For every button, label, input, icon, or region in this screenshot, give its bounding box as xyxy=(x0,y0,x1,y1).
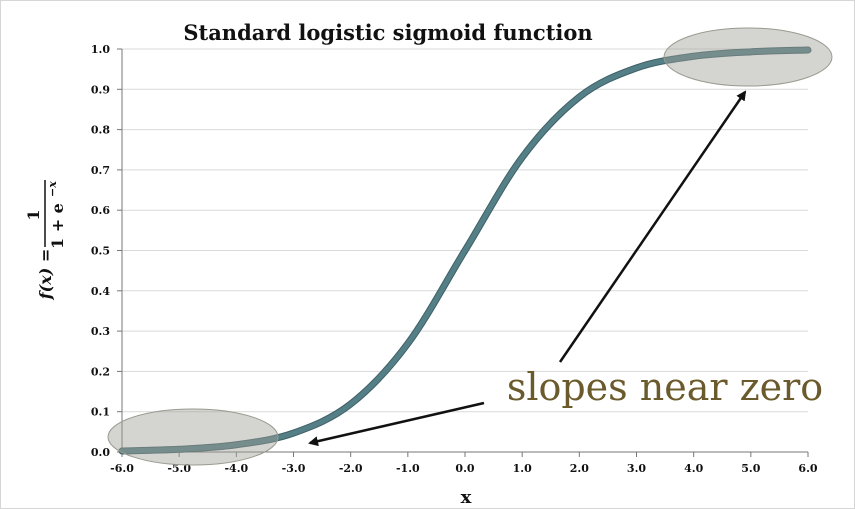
y-tick-label: 0.9 xyxy=(91,83,110,96)
x-tick-label: 6.0 xyxy=(798,462,817,475)
y-tick-label: 0.6 xyxy=(91,204,110,217)
y-label-denominator: 1 + e xyxy=(48,203,67,249)
arrow-to-left-region xyxy=(308,401,485,447)
y-tick-label: 0.2 xyxy=(91,365,110,378)
y-tick-label: 0.4 xyxy=(91,285,110,298)
highlight-ellipse-left xyxy=(107,408,279,466)
x-tick-label: 0.0 xyxy=(455,462,474,475)
x-tick-label: -2.0 xyxy=(339,462,363,475)
annotation-slopes-near-zero: slopes near zero xyxy=(507,365,823,409)
y-tick-label: 0.7 xyxy=(91,164,110,177)
y-label-numerator: 1 xyxy=(24,209,43,220)
x-tick-label: 2.0 xyxy=(570,462,589,475)
x-tick-label: -3.0 xyxy=(282,462,306,475)
series-group xyxy=(118,46,812,455)
x-tick-label: -1.0 xyxy=(396,462,420,475)
x-tick-label: -4.0 xyxy=(224,462,248,475)
y-tick-label: 0.3 xyxy=(91,325,110,338)
x-tick-label: 5.0 xyxy=(741,462,760,475)
y-tick-label: 0.1 xyxy=(91,406,110,419)
y-axis-label: f(x) = 1 1 + e −x xyxy=(24,180,67,300)
y-label-exponent: −x xyxy=(46,181,59,197)
x-tick-label: 3.0 xyxy=(627,462,646,475)
y-tick-label: 0.5 xyxy=(91,245,110,258)
x-tick-label: 4.0 xyxy=(684,462,703,475)
y-tick-label: 1.0 xyxy=(91,43,110,56)
x-tick-label: 1.0 xyxy=(513,462,532,475)
axes xyxy=(117,48,809,457)
y-tick-labels: 0.0 0.1 0.2 0.3 0.4 0.5 0.6 0.7 0.8 0.9 1.0 xyxy=(91,43,110,459)
highlight-ellipse-right xyxy=(663,27,833,87)
chart-title: Standard logistic sigmoid function xyxy=(183,20,592,45)
y-tick-label: 0.0 xyxy=(91,446,110,459)
arrow-to-right-region xyxy=(558,90,747,363)
x-tick-label: -6.0 xyxy=(110,462,134,475)
y-label-lhs: f(x) = xyxy=(36,249,55,301)
y-tick-label: 0.8 xyxy=(91,124,110,137)
x-axis-label: x xyxy=(461,487,472,508)
